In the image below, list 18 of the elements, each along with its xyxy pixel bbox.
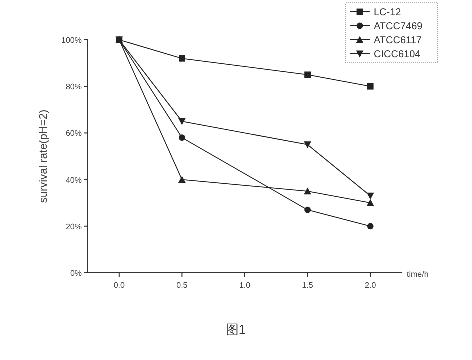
legend-label: ATCC6117	[374, 36, 422, 46]
x-tick-label: 1.5	[302, 281, 314, 290]
x-tick-label: 0.5	[176, 281, 188, 290]
y-tick-label: 100%	[62, 36, 82, 45]
legend-label: ATCC7469	[374, 22, 424, 32]
legend-label: CICC6104	[374, 50, 422, 60]
x-tick-label: 2.0	[365, 281, 377, 290]
y-tick-label: 80%	[66, 82, 82, 92]
x-axis-title: time/h	[407, 270, 429, 279]
y-tick-label: 0%	[70, 269, 82, 278]
x-tick-label: 1.0	[239, 281, 252, 290]
y-tick-label: 40%	[66, 176, 82, 185]
caption: 图1	[226, 322, 246, 337]
x-tick-label: 0.0	[114, 281, 126, 290]
legend-label: LC-12	[374, 8, 402, 18]
y-tick-label: 20%	[66, 222, 82, 232]
y-tick-label: 60%	[66, 129, 82, 138]
y-axis-title: survival rate(pH=2)	[38, 110, 50, 204]
